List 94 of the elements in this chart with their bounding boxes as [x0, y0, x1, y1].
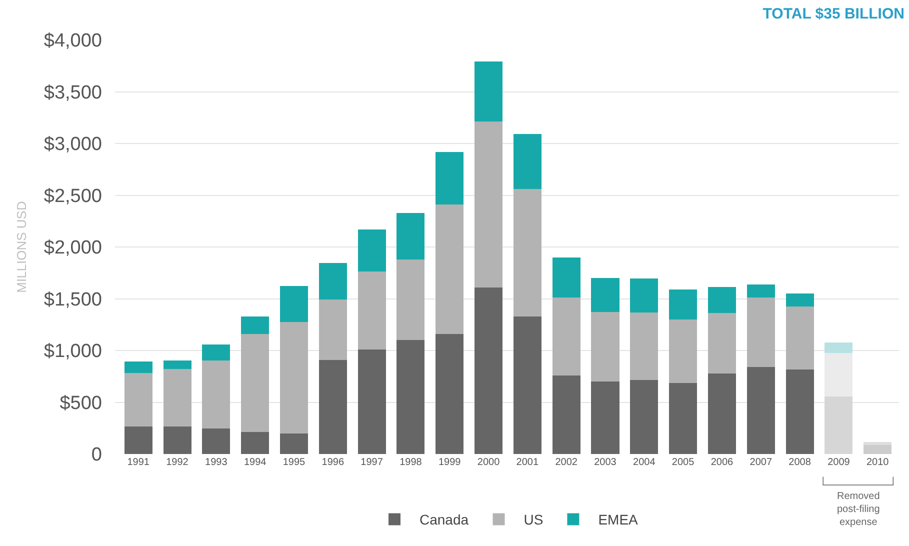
bar	[630, 312, 658, 380]
bar	[786, 294, 814, 307]
x-tick-label: 2009	[828, 457, 850, 468]
bar	[202, 344, 230, 360]
x-tick-label: 1991	[127, 457, 150, 468]
bar	[358, 271, 386, 350]
y-tick-label: $1,000	[44, 341, 102, 362]
bar	[824, 342, 853, 354]
bar	[280, 322, 308, 434]
bar	[163, 360, 192, 370]
bar	[163, 426, 192, 454]
x-tick-label: 2002	[555, 457, 578, 468]
bar	[396, 212, 425, 260]
y-tick-label: $500	[60, 392, 102, 414]
x-tick-label: 2008	[788, 457, 812, 468]
bar	[474, 121, 503, 288]
x-tick-label: 1999	[438, 457, 462, 468]
bar	[786, 370, 814, 454]
x-tick-label: 1996	[322, 457, 344, 468]
bar	[708, 373, 736, 454]
x-tick-label: 1997	[360, 457, 384, 468]
x-tick-label: 1993	[205, 457, 228, 468]
y-tick-label: $1,500	[44, 289, 102, 310]
bar	[474, 62, 503, 122]
bar	[513, 316, 542, 454]
text: Removed post-filing expense	[837, 491, 880, 528]
bar	[708, 286, 736, 314]
bar	[746, 284, 775, 298]
bar	[396, 259, 425, 340]
y-tick-label: $2,500	[44, 186, 102, 207]
x-tick-label: 2010	[866, 457, 890, 468]
bar	[552, 375, 580, 454]
bar	[630, 380, 658, 454]
y-tick-label: $2,000	[44, 238, 102, 259]
bar	[669, 319, 698, 384]
bar	[318, 360, 347, 454]
bar	[513, 189, 542, 316]
chart-title: TOTAL $35 BILLION	[762, 6, 904, 23]
x-tick-label: 2001	[516, 457, 539, 468]
bar	[202, 360, 230, 429]
bar	[552, 257, 580, 298]
bar	[318, 263, 347, 300]
bar	[202, 428, 230, 454]
bar	[746, 298, 775, 368]
bar	[474, 287, 503, 454]
bar	[124, 361, 152, 373]
bar	[241, 334, 270, 432]
legend-label: US	[524, 512, 544, 528]
bar	[591, 312, 620, 382]
x-tick-label: 1995	[282, 457, 306, 468]
bar	[280, 286, 308, 322]
bar	[669, 383, 698, 454]
bar	[824, 353, 853, 397]
y-axis-title: MILLIONS USD	[14, 201, 29, 293]
x-tick-label: 2006	[710, 457, 734, 468]
bar	[280, 433, 308, 454]
bar	[708, 313, 736, 374]
bar	[591, 382, 620, 454]
bar	[318, 299, 347, 360]
bar	[396, 340, 425, 454]
bar	[436, 152, 464, 205]
bar	[163, 369, 192, 427]
x-tick-label: 2004	[633, 457, 656, 468]
x-tick-label: 1998	[400, 457, 422, 468]
x-tick-label: 2000	[477, 457, 500, 468]
bar	[786, 306, 814, 370]
y-tick-label: 0	[91, 444, 102, 466]
bar	[864, 445, 892, 454]
bar	[552, 298, 580, 376]
bar	[630, 278, 658, 313]
x-tick-label: 1994	[244, 457, 267, 468]
bar	[241, 316, 270, 334]
legend-label: Canada	[420, 512, 469, 528]
bar	[241, 432, 270, 454]
x-tick-label: 2007	[750, 457, 772, 468]
y-tick-label: $3,000	[44, 134, 102, 156]
bar	[436, 204, 464, 334]
x-tick-label: 1992	[166, 457, 189, 468]
x-tick-label: 2005	[672, 457, 695, 468]
bar	[358, 349, 386, 454]
bar	[124, 372, 152, 427]
legend-label: EMEA	[598, 512, 639, 528]
bar	[669, 289, 698, 320]
bar	[358, 229, 386, 272]
bar	[591, 278, 620, 312]
y-tick-label: $3,500	[44, 82, 102, 104]
y-tick-label: $4,000	[44, 30, 102, 52]
bar	[824, 396, 853, 454]
bar	[746, 367, 775, 454]
bar	[513, 134, 542, 190]
bar	[124, 426, 152, 454]
bar	[436, 334, 464, 454]
x-tick-label: 2003	[594, 457, 617, 468]
bar	[864, 442, 892, 446]
